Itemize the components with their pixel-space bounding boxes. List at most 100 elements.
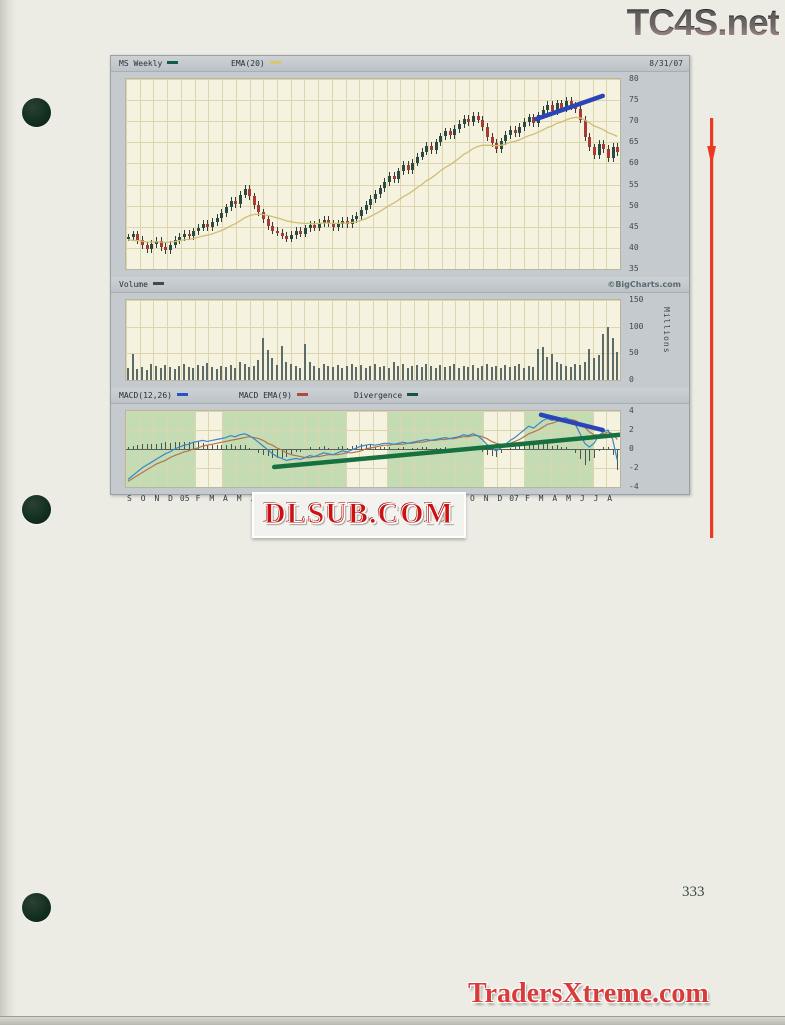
candle-body	[290, 234, 293, 239]
axis-tick-label: 150	[629, 295, 644, 304]
volume-bar	[383, 366, 385, 380]
volume-unit-label: Millions	[662, 307, 671, 354]
legend-label-ema20: EMA(20)	[231, 59, 265, 68]
volume-bar	[244, 364, 246, 380]
macd-histogram-bar	[603, 447, 604, 449]
macd-histogram-bar	[547, 443, 548, 449]
candle-body	[588, 137, 591, 148]
macd-histogram-bar	[589, 449, 590, 462]
volume-bar	[477, 368, 479, 380]
axis-tick-label: 80	[629, 74, 639, 83]
macd-histogram-bar	[482, 449, 483, 452]
gridline	[400, 300, 401, 380]
legend-swatch-macd	[176, 393, 188, 396]
macd-histogram-bar	[300, 449, 301, 452]
macd-histogram-bar	[533, 445, 534, 449]
gridline	[442, 300, 443, 380]
volume-bar	[150, 364, 152, 380]
volume-bar	[509, 367, 511, 380]
gridline	[126, 300, 127, 380]
axis-tick-label: 45	[629, 221, 639, 231]
gridline	[208, 300, 209, 380]
candle-body	[174, 239, 177, 245]
x-axis-tick-label: F	[524, 494, 530, 503]
gridline	[153, 300, 154, 380]
volume-bar	[304, 343, 306, 380]
volume-bar	[588, 349, 590, 380]
volume-bar	[570, 367, 572, 380]
volume-bar	[374, 364, 376, 380]
volume-bar	[453, 364, 455, 380]
candle-body	[337, 224, 340, 228]
volume-bar	[295, 366, 297, 380]
gridline	[551, 300, 552, 380]
candle-body	[178, 236, 181, 240]
macd-histogram-bar	[147, 444, 148, 449]
candle-body	[379, 188, 382, 194]
macd-histogram-bar	[566, 447, 567, 449]
volume-bar	[351, 364, 353, 380]
gridline	[400, 79, 401, 269]
macd-histogram-bar	[193, 442, 194, 449]
ema20-line	[127, 116, 618, 244]
volume-bar	[560, 364, 562, 380]
gridline	[524, 79, 525, 269]
price-panel-header: MS Weekly EMA(20) 8/31/07	[111, 56, 689, 72]
gridline	[373, 300, 374, 380]
volume-bar	[234, 368, 236, 380]
gridline	[318, 300, 319, 380]
macd-histogram-bar	[543, 442, 544, 449]
candle-body	[388, 176, 391, 183]
macd-histogram-bar	[245, 445, 246, 449]
candle-body	[416, 156, 419, 163]
volume-bar	[299, 368, 301, 380]
legend-divergence: Divergence	[354, 388, 419, 403]
macd-histogram-bar	[328, 448, 329, 450]
volume-bar	[136, 369, 138, 380]
candle-body	[528, 117, 531, 123]
candle-body	[323, 220, 326, 223]
gridline	[524, 300, 525, 380]
gridline	[250, 79, 251, 269]
candle-body	[136, 234, 139, 241]
gridline	[538, 300, 539, 380]
macd-histogram-bar	[221, 445, 222, 449]
candle-body	[430, 146, 433, 150]
candle-body	[369, 198, 372, 205]
legend-ema20: EMA(20)	[231, 56, 281, 71]
macd-histogram-bar	[170, 443, 171, 449]
x-axis-tick-label: M	[236, 494, 242, 503]
volume-bar	[402, 364, 404, 380]
gridline	[195, 300, 196, 380]
candle-body	[211, 221, 214, 228]
binder-hole	[22, 495, 51, 524]
macd-histogram-bar	[496, 449, 497, 457]
volume-bar	[602, 334, 604, 380]
candle-body	[355, 215, 358, 220]
binder-hole	[22, 893, 51, 922]
macd-histogram-bar	[249, 448, 250, 450]
candle-body	[570, 100, 573, 107]
macd-histogram-bar	[519, 446, 520, 449]
x-axis-tick-label: S	[127, 494, 132, 503]
x-axis-tick-label: M	[538, 494, 544, 503]
x-axis-tick-label: N	[483, 494, 489, 503]
gridline	[428, 79, 429, 269]
macd-histogram-bar	[179, 442, 180, 449]
macd-histogram-bar	[319, 447, 320, 449]
volume-bar	[267, 350, 269, 380]
volume-bar	[579, 365, 581, 380]
candle-body	[458, 123, 461, 129]
macd-histogram-bar	[594, 449, 595, 458]
macd-histogram-bar	[156, 444, 157, 449]
binder-hole	[22, 98, 51, 127]
axis-tick-label: 2	[629, 425, 634, 434]
volume-bar	[542, 346, 544, 380]
volume-bar	[565, 366, 567, 380]
candle-body	[169, 244, 172, 251]
price-trendline	[533, 93, 605, 122]
gridline	[181, 300, 182, 380]
legend-label-macd-ema: MACD EMA(9)	[239, 391, 292, 400]
candle-body	[206, 224, 209, 228]
candle-body	[351, 219, 354, 224]
